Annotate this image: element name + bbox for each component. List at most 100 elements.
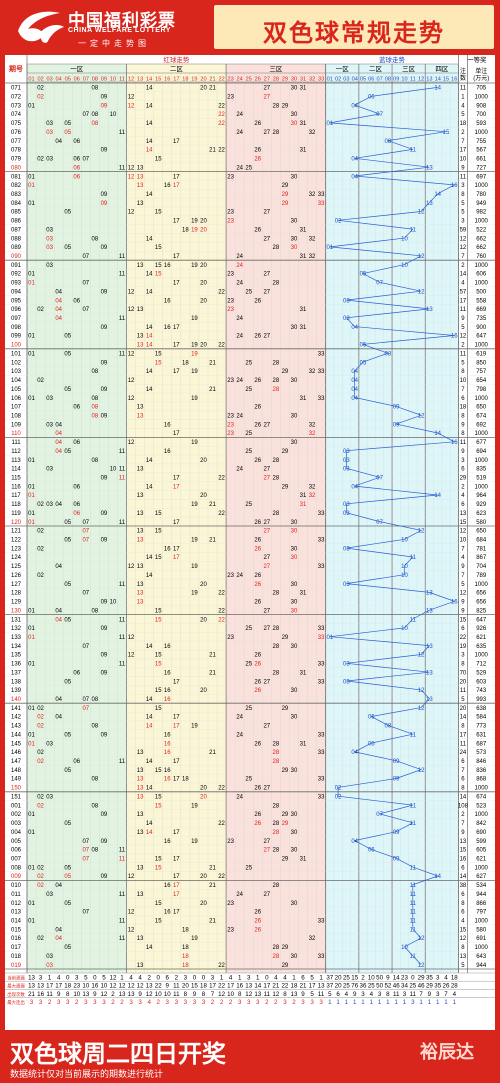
blue-ball-value: 09 (393, 422, 400, 428)
stats-blue-value: 34 (401, 983, 408, 990)
first-prize-count: 8 (461, 413, 465, 419)
stats-blue-value: 28 (451, 983, 458, 990)
red-ball-value: 03 (46, 794, 53, 800)
stats-blue-value: 25 (343, 983, 350, 990)
stats-blue-value: 46 (393, 983, 400, 990)
first-prize-amount: 727 (476, 165, 487, 171)
stats-red-value: 1 (256, 974, 260, 981)
red-ball-value: 13 (137, 892, 144, 898)
red-ball-value: 13 (137, 307, 144, 313)
period-number-label: 131 (11, 617, 22, 623)
period-number-label: 147 (11, 759, 22, 765)
red-ball-value: 27 (263, 236, 270, 242)
red-ball-value: 26 (254, 812, 261, 818)
red-ball-value: 30 (291, 174, 298, 180)
red-ball-value: 31 (300, 86, 307, 92)
first-prize-amount: 735 (476, 316, 487, 322)
red-ball-value: 26 (254, 679, 261, 685)
red-ball-value: 04 (55, 307, 62, 313)
red-ball-value: 02 (37, 794, 44, 800)
red-ball-value: 09 (101, 653, 108, 659)
red-ball-value: 32 (309, 484, 316, 490)
first-prize-amount: 631 (476, 732, 487, 738)
stats-red-value: 2 (75, 999, 79, 1006)
red-ball-value: 09 (101, 245, 108, 251)
red-ball-value: 28 (273, 458, 280, 464)
red-ball-value: 23 (227, 219, 234, 225)
red-ball-value: 12 (128, 653, 135, 659)
stats-red-value: 4 (147, 999, 151, 1006)
red-ball-value: 01 (28, 493, 35, 499)
red-ball-value: 01 (28, 732, 35, 738)
red-ball-value: 09 (101, 192, 108, 198)
stats-blue-value: 18 (451, 974, 458, 981)
red-number-header: 31 (300, 77, 306, 83)
red-ball-value: 04 (55, 422, 62, 428)
red-ball-value: 14 (146, 192, 153, 198)
stats-red-value: 12 (128, 983, 135, 990)
red-ball-value: 30 (291, 325, 298, 331)
red-ball-value: 26 (254, 653, 261, 659)
red-ball-value: 21 (209, 148, 216, 154)
red-ball-value: 13 (137, 343, 144, 349)
red-ball-value: 30 (291, 529, 298, 535)
stats-red-value: 17 (227, 983, 234, 990)
stats-red-value: 12 (119, 983, 126, 990)
stats-red-value: 13 (28, 974, 35, 981)
stats-red-value: 10 (100, 983, 107, 990)
statistics-note: 数据统计仅对当前展示的期数进行统计 (10, 1069, 164, 1079)
stats-red-value: 12 (245, 991, 252, 998)
red-ball-value: 33 (318, 626, 325, 632)
period-number-label: 114 (11, 467, 21, 473)
red-ball-value: 22 (218, 591, 225, 597)
first-prize-amount: 687 (476, 741, 487, 747)
red-ball-value: 29 (282, 963, 289, 969)
red-ball-value: 03 (46, 130, 53, 136)
red-ball-value: 14 (146, 387, 153, 393)
first-prize-count: 4 (461, 493, 465, 499)
red-ball-value: 30 (291, 546, 298, 552)
red-ball-value: 26 (254, 600, 261, 606)
red-ball-value: 15 (155, 263, 162, 269)
period-number-label: 012 (11, 901, 22, 907)
red-ball-value: 15 (155, 768, 162, 774)
red-ball-value: 14 (146, 325, 153, 331)
red-ball-value: 29 (282, 484, 289, 490)
blue-ball-value: 03 (343, 458, 350, 464)
blue-number-header: 13 (426, 77, 432, 83)
first-prize-amount: 867 (476, 555, 487, 561)
blue-number-header: 02 (335, 77, 341, 83)
red-ball-value: 05 (64, 210, 71, 216)
period-number-label: 122 (11, 538, 22, 544)
red-ball-value: 07 (82, 529, 89, 535)
red-ball-value: 28 (273, 476, 280, 482)
red-ball-value: 29 (282, 812, 289, 818)
first-prize-count: 9 (461, 830, 465, 836)
first-prize-amount: 926 (476, 626, 487, 632)
blue-ball-value: 06 (368, 715, 375, 721)
stats-red-value: 1 (120, 974, 124, 981)
red-ball-value: 22 (218, 121, 225, 127)
red-ball-value: 11 (119, 759, 126, 765)
red-ball-value: 12 (128, 927, 135, 933)
red-ball-value: 12 (128, 440, 135, 446)
period-number-label: 110 (11, 431, 21, 437)
first-prize-count: 2 (461, 812, 465, 818)
red-ball-value: 13 (137, 936, 144, 942)
red-ball-value: 17 (173, 484, 180, 490)
red-ball-value: 09 (101, 626, 108, 632)
blue-ball-value: 12 (418, 210, 425, 216)
period-number-label: 006 (11, 848, 22, 854)
stats-blue-value: 7 (419, 991, 423, 998)
first-prize-amount: 662 (476, 245, 487, 251)
first-prize-count: 8 (461, 945, 465, 951)
red-ball-value: 23 (227, 927, 234, 933)
blue-number-header: 16 (451, 77, 457, 83)
stats-red-value: 2 (175, 974, 179, 981)
red-ball-value: 30 (291, 413, 298, 419)
first-prize-count: 7 (461, 139, 465, 145)
red-ball-value: 19 (191, 936, 198, 942)
red-ball-value: 19 (191, 538, 198, 544)
blue-number-header: 12 (418, 77, 424, 83)
red-number-header: 07 (83, 77, 89, 83)
